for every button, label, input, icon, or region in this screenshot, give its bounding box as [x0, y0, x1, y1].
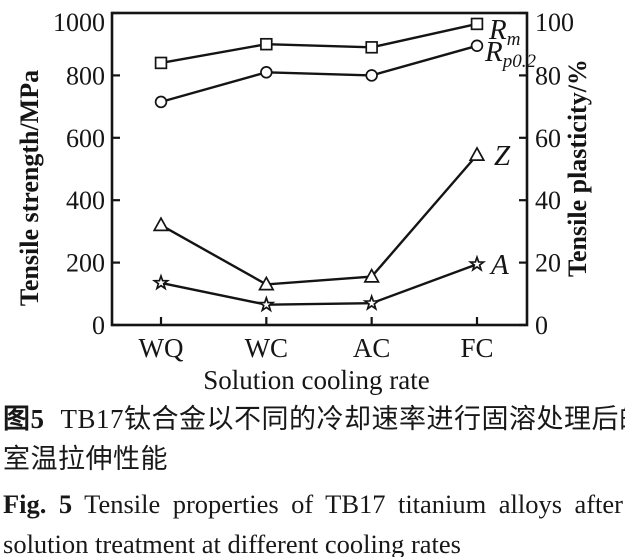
x-axis-category-label: FC [460, 333, 493, 363]
series-line [160, 263, 478, 306]
series-label-subscript: p0.2 [501, 51, 537, 72]
series-label-Z: Z [494, 140, 511, 172]
y-axis-right-tick-label: 40 [535, 186, 561, 215]
series-Rp0.2: Rp0.2 [154, 36, 536, 109]
y-axis-left-tick-label: 400 [66, 186, 105, 215]
caption-en-label: Fig. 5 [3, 489, 73, 519]
data-point-star [257, 295, 276, 313]
data-point-triangle [468, 146, 486, 162]
data-point-circle [260, 66, 273, 79]
caption-en-line2: solution treatment at different cooling … [0, 524, 625, 557]
figure-caption: 图5 TB17钛合金以不同的冷却速率进行固溶处理后的 室温拉伸性能 Fig. 5 T… [0, 399, 625, 557]
plot-border [110, 11, 529, 327]
series-Z: Z [152, 140, 511, 291]
series-label-Rm: Rm [488, 14, 520, 50]
y-axis-left-tick-label: 800 [66, 61, 105, 90]
x-axis-title: Solution cooling rate [203, 365, 429, 395]
caption-en-line1: Fig. 5 Tensile properties of TB17 titaniu… [0, 484, 625, 524]
series-label-main: R [488, 14, 507, 46]
y-axis-left: 0 200 400 600 800 1000 [53, 8, 120, 340]
caption-zh-text2: 室温拉伸性能 [3, 444, 168, 474]
series-Rm: Rm [154, 14, 520, 70]
data-point-square [470, 17, 484, 31]
y-axis-left-title: Tensile strength/MPa [15, 70, 44, 306]
x-axis: WQ WC AC FC [139, 317, 494, 363]
data-point-circle [470, 39, 484, 53]
series-label-A: A [489, 249, 509, 281]
caption-en-text2: solution treatment at different cooling … [3, 529, 461, 557]
y-axis-left-tick-label: 0 [92, 311, 105, 340]
y-axis-left-tick-label: 200 [66, 249, 105, 278]
y-axis-right-tick-label: 100 [535, 8, 574, 37]
data-point-square [260, 37, 273, 51]
series-label-subscript: m [507, 29, 521, 50]
y-axis-right-tick-label: 20 [535, 249, 561, 278]
caption-zh-text1: TB17钛合金以不同的冷却速率进行固溶处理后的 [60, 404, 625, 434]
series-line [160, 44, 478, 104]
y-axis-right-tick-label: 60 [535, 124, 561, 153]
series-label-main: A [489, 249, 509, 281]
series-A: A [151, 249, 509, 313]
data-point-star [151, 273, 171, 291]
caption-en-text1: Tensile properties of TB17 titanium allo… [84, 489, 623, 519]
data-point-circle [365, 69, 378, 82]
data-point-circle [154, 95, 168, 109]
caption-zh-line2: 室温拉伸性能 [0, 439, 625, 479]
data-point-square [154, 56, 168, 70]
y-axis-right-title: Tensile plasticity/% [563, 59, 592, 277]
series-label-main: Z [494, 140, 511, 172]
x-axis-category-label: AC [353, 333, 391, 363]
x-axis-category-label: WQ [139, 333, 184, 363]
series-label-Rp0.2: Rp0.2 [484, 36, 536, 72]
series-label-main: R [484, 36, 503, 68]
data-point-triangle [258, 275, 275, 291]
data-point-star [362, 293, 381, 311]
data-point-triangle [363, 267, 380, 283]
tensile-properties-chart: 0 200 400 600 800 1000 0 20 40 60 80 100 WQ WC AC FC Ten… [15, 8, 592, 395]
data-point-star [467, 254, 487, 272]
x-axis-category-label: WC [245, 333, 289, 363]
series-line [160, 154, 478, 286]
data-point-square [365, 41, 378, 54]
y-axis-right-tick-label: 80 [535, 61, 561, 90]
series-line [160, 22, 478, 65]
y-axis-left-tick-label: 1000 [53, 8, 105, 37]
caption-zh-line1: 图5 TB17钛合金以不同的冷却速率进行固溶处理后的 [0, 399, 625, 439]
y-axis-right: 0 20 40 60 80 100 [519, 8, 574, 340]
y-axis-left-tick-label: 600 [66, 124, 105, 153]
data-point-triangle [152, 216, 170, 232]
y-axis-right-tick-label: 0 [535, 311, 548, 340]
caption-zh-label: 图5 [3, 404, 45, 434]
